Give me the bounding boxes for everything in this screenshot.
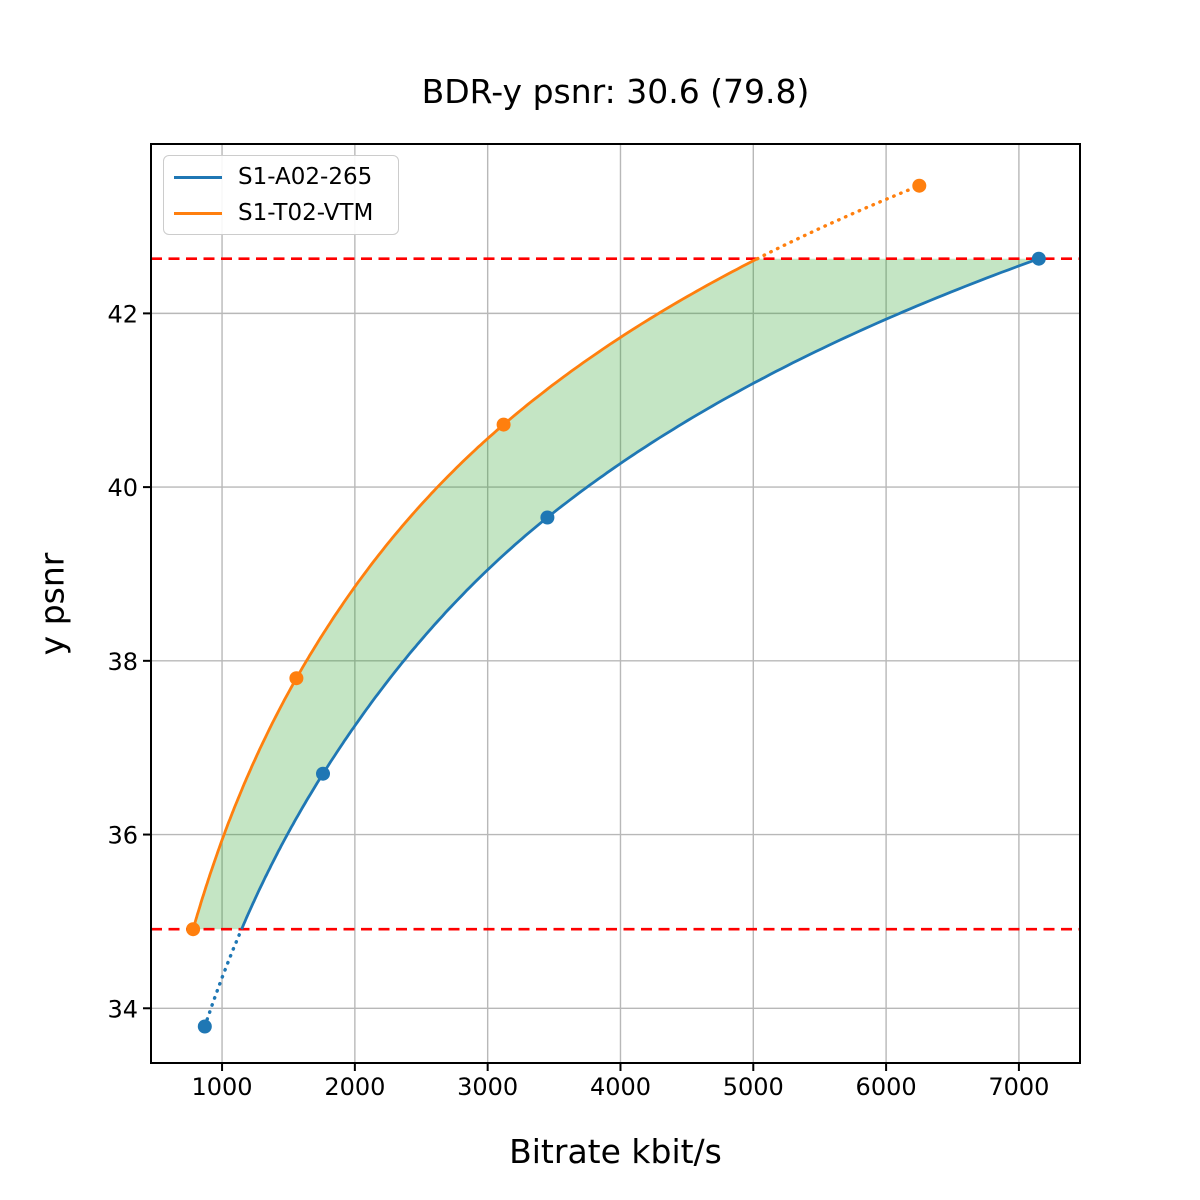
data-point-S1-A02-265 [1031, 251, 1046, 266]
tick-marks [143, 312, 1020, 1071]
data-point-S1-A02-265 [197, 1019, 212, 1034]
x-tick-label: 2000 [324, 1073, 385, 1101]
plot-border [150, 143, 1081, 1064]
y-tick-label: 40 [107, 474, 138, 502]
data-point-S1-A02-265 [316, 766, 330, 781]
x-tick-label: 5000 [723, 1073, 784, 1101]
legend-item: S1-T02-VTM [174, 196, 388, 230]
bd-shaded-area [193, 258, 1039, 930]
rd-curve-S1-A02-265 [240, 257, 1040, 930]
y-tick-label: 34 [107, 995, 138, 1023]
y-tick-label: 36 [107, 822, 138, 850]
chart-title: BDR-y psnr: 30.6 (79.8) [421, 72, 810, 111]
data-point-S1-T02-VTM [496, 417, 511, 432]
x-tick-label: 3000 [457, 1073, 518, 1101]
data-point-S1-T02-VTM [186, 922, 201, 937]
bd-area-polygon [193, 258, 1039, 930]
rd-curve-extrapolated-S1-A02-265 [203, 927, 244, 1029]
reference-lines [151, 257, 1080, 931]
gridlines [151, 144, 1080, 1063]
legend-item: S1-A02-265 [174, 160, 388, 194]
x-tick-label: 1000 [192, 1073, 253, 1101]
data-point-markers [186, 178, 1046, 1034]
data-point-S1-T02-VTM [289, 671, 304, 686]
x-tick-label: 4000 [590, 1073, 651, 1101]
y-tick-label: 42 [107, 300, 138, 328]
rd-curve-S1-T02-VTM [191, 257, 759, 930]
rd-curve-extrapolated-S1-T02-VTM [755, 184, 921, 261]
y-axis-label: y psnr [32, 552, 72, 656]
x-tick-label: 7000 [988, 1073, 1049, 1101]
tick-labels: 1000 2000 3000 4000 5000 6000 7000 34 36 38 40 42 [107, 300, 1049, 1101]
x-tick-label: 6000 [856, 1073, 917, 1101]
legend-label: S1-A02-265 [238, 164, 373, 190]
legend: S1-A02-265 S1-T02-VTM [163, 155, 399, 235]
legend-label: S1-T02-VTM [238, 200, 374, 226]
rd-curves [191, 184, 1040, 1029]
y-tick-label: 38 [107, 648, 138, 676]
legend-line-sample [174, 175, 222, 179]
data-point-S1-A02-265 [540, 510, 555, 525]
axes-spines [150, 143, 1081, 1064]
legend-line-sample [174, 211, 222, 215]
x-axis-label: Bitrate kbit/s [509, 1132, 722, 1171]
data-point-S1-T02-VTM [912, 178, 927, 193]
